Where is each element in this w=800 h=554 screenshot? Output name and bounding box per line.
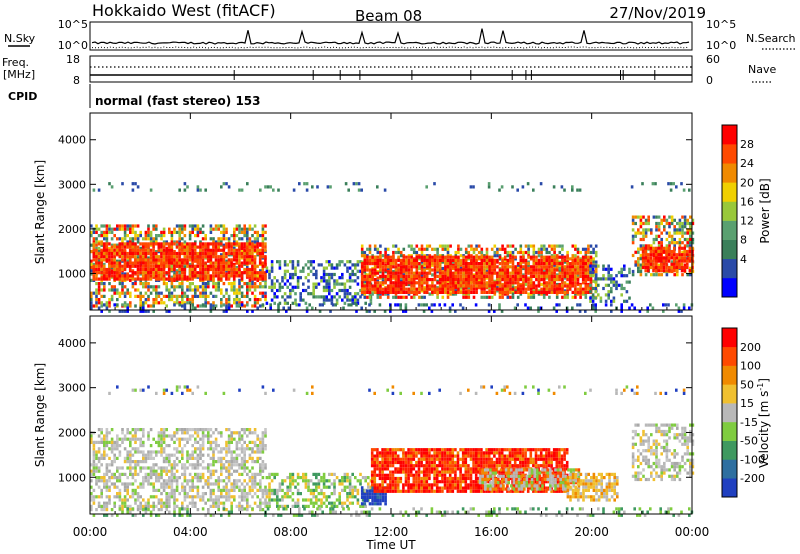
noise-tick-right-top: 10^5 <box>706 18 736 31</box>
colorbar-swatch <box>722 365 737 385</box>
date-title: 27/Nov/2019 <box>609 4 706 22</box>
x-tick-label: 12:00 <box>374 525 409 539</box>
x-tick-label: 08:00 <box>273 525 308 539</box>
velocity-panel: 1000 2000 3000 4000 00:00 04:00 08:00 12:00 16:0… <box>33 315 771 552</box>
freq-unit-label: [MHz] <box>3 68 35 81</box>
x-tick-label: 00:00 <box>675 525 710 539</box>
colorbar-swatch <box>722 328 737 348</box>
velocity-colorbar-label: Velocity [m s-1] <box>756 378 771 468</box>
colorbar-swatch <box>722 201 737 221</box>
cpid-label: CPID <box>8 90 37 103</box>
station-title: Hokkaido West (fitACF) <box>92 1 276 20</box>
colorbar-swatch <box>722 440 737 460</box>
colorbar-swatch <box>722 220 737 240</box>
colorbar-tick-label: 50 <box>740 378 754 391</box>
colorbar-tick-label: -50 <box>740 435 758 448</box>
x-tick-label: 00:00 <box>73 525 108 539</box>
freq-tick-bottom: 8 <box>73 74 80 87</box>
colorbar-tick-label: 12 <box>740 215 754 228</box>
power-cells <box>90 182 695 313</box>
nave-label: Nave <box>748 63 776 76</box>
colorbar-swatch <box>722 459 737 479</box>
y-tick-label: 1000 <box>58 471 86 484</box>
colorbar-swatch <box>722 384 737 404</box>
colorbar-swatch <box>722 277 737 298</box>
cpid-strip: CPID normal (fast stereo) 153 <box>8 84 261 108</box>
noise-tick-right-bottom: 10^0 <box>706 39 736 52</box>
colorbar-swatch <box>722 182 737 202</box>
x-tick-label: 16:00 <box>474 525 509 539</box>
colorbar-tick-label: -100 <box>740 453 765 466</box>
beam-title: Beam 08 <box>355 7 422 25</box>
colorbar-swatch <box>722 478 737 498</box>
colorbar-tick-label: -200 <box>740 472 765 485</box>
y-tick-label: 2000 <box>58 223 86 236</box>
x-tick-label: 04:00 <box>173 525 208 539</box>
nave-tick-bottom: 0 <box>706 74 713 87</box>
freq-strip: Freq. [MHz] 18 8 60 0 Nave <box>2 53 776 87</box>
colorbar-swatch <box>722 258 737 279</box>
noise-tick-left-top: 10^5 <box>58 18 88 31</box>
cpid-text: normal (fast stereo) 153 <box>95 94 261 108</box>
colorbar-tick-label: 20 <box>740 176 754 189</box>
colorbar-tick-label: 100 <box>740 360 761 373</box>
colorbar-tick-label: 4 <box>740 253 747 266</box>
colorbar-tick-label: 8 <box>740 234 747 247</box>
y-tick-label: 4000 <box>58 337 86 350</box>
nsky-label: N.Sky <box>4 32 36 45</box>
y-tick-label: 3000 <box>58 382 86 395</box>
xlabel-time: Time UT <box>365 538 416 552</box>
colorbar-swatch <box>722 163 737 183</box>
power-panel: 1000 2000 3000 4000 28 24 20 16 12 8 4 Slant Rang… <box>33 112 772 313</box>
noise-strip: N.Sky 10^5 10^0 10^5 10^0 N.Search <box>4 18 796 52</box>
colorbar-tick-label: 16 <box>740 195 754 208</box>
freq-tick-top: 18 <box>66 53 80 66</box>
colorbar-swatch <box>722 125 737 145</box>
y-tick-label: 2000 <box>58 426 86 439</box>
colorbar-tick-label: 28 <box>740 138 754 151</box>
power-ylabel: Slant Range [km] <box>33 160 47 264</box>
colorbar-tick-label: -15 <box>740 416 758 429</box>
colorbar-swatch <box>722 239 737 260</box>
colorbar-swatch <box>722 144 737 164</box>
x-tick-label: 20:00 <box>574 525 609 539</box>
y-tick-label: 4000 <box>58 134 86 147</box>
y-tick-label: 1000 <box>58 267 86 280</box>
colorbar-swatch <box>722 346 737 366</box>
velocity-cells <box>90 385 695 517</box>
colorbar-tick-label: 15 <box>740 397 754 410</box>
velocity-colorbar: 200 100 50 15 -15 -50 -100 -200 <box>721 327 765 498</box>
nave-tick-top: 60 <box>706 53 720 66</box>
y-tick-label: 3000 <box>58 178 86 191</box>
colorbar-tick-label: 24 <box>740 157 754 170</box>
noise-tick-left-bottom: 10^0 <box>58 39 88 52</box>
colorbar-swatch <box>722 403 737 423</box>
colorbar-tick-label: 200 <box>740 341 761 354</box>
power-colorbar-label: Power [dB] <box>758 178 772 243</box>
velocity-ylabel: Slant Range [km] <box>33 363 47 467</box>
colorbar-swatch <box>722 421 737 441</box>
nsearch-label: N.Search <box>746 32 796 45</box>
power-colorbar: 28 24 20 16 12 8 4 <box>721 124 754 298</box>
freq-label: Freq. <box>2 56 29 69</box>
